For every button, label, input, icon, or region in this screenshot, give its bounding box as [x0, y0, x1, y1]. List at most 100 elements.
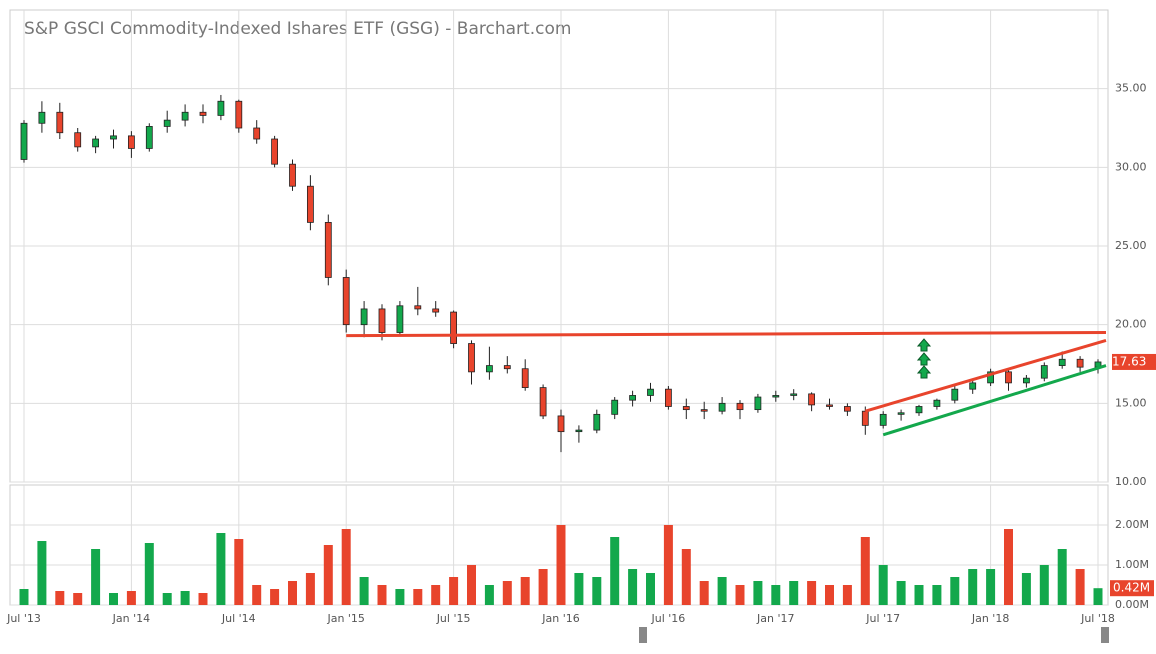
x-tick-label: Jul '14	[221, 612, 256, 625]
y-tick-label: 25.00	[1115, 239, 1147, 252]
volume-bar	[628, 569, 638, 605]
volume-bar	[914, 585, 924, 605]
y-tick-label: 15.00	[1115, 396, 1147, 409]
volume-bar	[878, 565, 888, 605]
volume-bar	[789, 581, 799, 605]
volume-bar	[735, 585, 745, 605]
volume-bar	[270, 589, 280, 605]
volume-bar	[162, 593, 172, 605]
volume-bar	[1075, 569, 1085, 605]
x-tick-label: Jul '15	[436, 612, 471, 625]
volume-bar	[556, 525, 566, 605]
volume-bar	[484, 585, 494, 605]
volume-bar	[502, 581, 512, 605]
volume-bar	[646, 573, 655, 605]
candle-body	[933, 399, 941, 407]
volume-bar	[216, 533, 226, 605]
volume-bar	[1039, 565, 1049, 605]
volume-bar	[126, 591, 136, 605]
y-tick-label: 20.00	[1115, 318, 1147, 331]
volume-bar	[467, 565, 476, 605]
volume-bar	[395, 589, 405, 605]
candle-body	[199, 111, 207, 116]
volume-bar	[592, 577, 602, 605]
volume-bar	[37, 541, 47, 605]
volume-bar	[144, 543, 154, 605]
candle-body	[879, 413, 887, 426]
volume-bar	[359, 577, 369, 605]
candle-body	[342, 277, 350, 326]
volume-bar	[252, 585, 262, 605]
candle-body	[450, 311, 458, 344]
candle-body	[754, 396, 762, 411]
candle-body	[1005, 371, 1012, 384]
volume-bar	[91, 549, 101, 605]
candle-body	[629, 395, 636, 401]
candle-body	[987, 371, 994, 384]
y-tick-label: 35.00	[1115, 82, 1147, 95]
volume-bar	[198, 593, 208, 605]
candle-body	[145, 126, 153, 149]
volume-tick-label: 0.00M	[1115, 598, 1149, 611]
volume-bar	[413, 589, 423, 605]
candle-body	[432, 308, 440, 313]
candle-body	[790, 393, 798, 396]
candle-body	[682, 406, 690, 411]
volume-bar	[717, 577, 727, 605]
volume-bar	[323, 545, 333, 605]
candle-body	[271, 138, 279, 165]
volume-bar	[610, 537, 620, 605]
candle-body	[324, 221, 332, 278]
signal-arrows	[916, 338, 932, 379]
volume-bar	[825, 585, 834, 605]
candle-body	[74, 132, 82, 148]
candle-body	[575, 429, 583, 433]
x-tick-label: Jan '18	[971, 612, 1009, 625]
volume-bar	[842, 585, 852, 605]
x-tick-label: Jul '13	[6, 612, 41, 625]
candle-body	[951, 388, 959, 401]
candle-body	[289, 163, 296, 187]
volume-bar	[807, 581, 817, 605]
candle-body	[110, 135, 117, 140]
candle-body	[38, 111, 46, 124]
candle-body	[360, 308, 368, 326]
candle-body	[557, 415, 565, 433]
candle-body	[92, 138, 99, 148]
scroll-handle[interactable]	[639, 627, 647, 643]
volume-bar	[932, 585, 942, 605]
volume-bar	[1093, 588, 1103, 605]
volume-bar	[19, 589, 29, 605]
candle-body	[844, 406, 851, 412]
volume-bar	[109, 593, 118, 605]
candle-body	[163, 119, 171, 127]
candle-body	[861, 410, 869, 426]
trendline	[346, 331, 1107, 338]
volume-bar	[538, 569, 548, 605]
candle-body	[1076, 358, 1084, 368]
volume-bar	[234, 539, 244, 605]
candle-body	[468, 343, 475, 373]
candle-body	[1058, 358, 1066, 366]
candle-body	[56, 111, 64, 134]
candle-body	[736, 402, 744, 411]
candle-body	[20, 122, 28, 160]
volume-bar	[1057, 549, 1067, 605]
volume-bar	[574, 573, 584, 605]
x-tick-label: Jul '18	[1080, 612, 1115, 625]
candle-body	[611, 399, 619, 415]
candle-body	[378, 308, 386, 333]
candle-body	[700, 409, 708, 412]
volume-bar	[341, 529, 351, 605]
volume-tick-label: 1.00M	[1115, 558, 1149, 571]
candle-body	[235, 100, 243, 129]
candle-body	[414, 305, 422, 310]
candle-body	[181, 111, 189, 121]
scroll-handle[interactable]	[1101, 627, 1109, 643]
volume-bar	[753, 581, 763, 605]
y-tick-label: 30.00	[1115, 160, 1147, 173]
x-tick-label: Jan '15	[326, 612, 364, 625]
volume-bar	[950, 577, 960, 605]
x-tick-label: Jul '17	[865, 612, 900, 625]
